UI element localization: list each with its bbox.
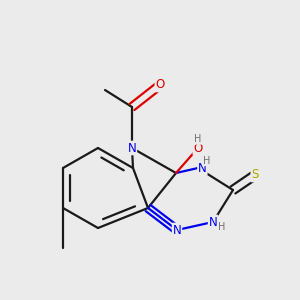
Text: O: O (194, 142, 202, 154)
Text: S: S (251, 169, 259, 182)
Text: H: H (194, 134, 202, 144)
Text: O: O (155, 79, 165, 92)
Text: N: N (198, 161, 207, 175)
Text: N: N (208, 215, 217, 229)
Text: H: H (203, 155, 210, 166)
Text: H: H (218, 221, 226, 232)
Text: N: N (128, 142, 136, 154)
Text: N: N (172, 224, 182, 236)
